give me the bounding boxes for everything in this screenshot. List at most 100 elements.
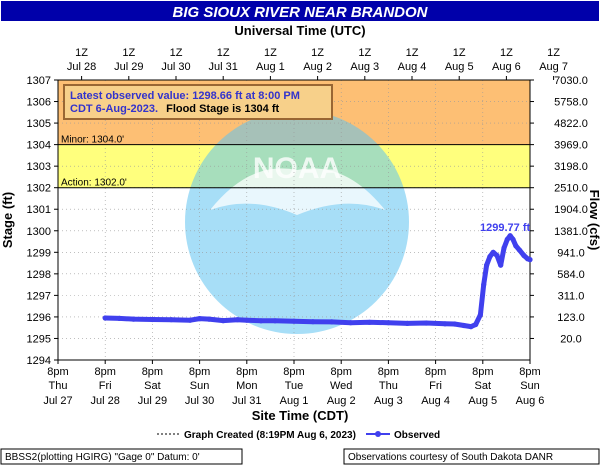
observed-point (116, 315, 122, 321)
bottom-tick-day: Tue (285, 380, 304, 392)
observed-point (451, 321, 458, 327)
observed-point (504, 236, 510, 242)
noaa-watermark-text: NOAA (253, 152, 341, 185)
y-tick-label: 1297 (27, 290, 51, 302)
bottom-tick-date: Aug 5 (468, 395, 497, 407)
info-box-line2: CDT 6-Aug-2023. Flood Stage is 1304 ft (70, 103, 280, 115)
y-tick-label: 1299 (27, 247, 51, 259)
observed-point (468, 324, 474, 330)
stage-axis-ticks: 1294 1295 1296 1297 1298 1299 1300 1301 1302 1303… (27, 75, 58, 367)
peak-value-label: 1299.77 ft (480, 222, 530, 234)
observed-point (498, 262, 504, 268)
site-time-axis-ticks: 8pm Thu Jul 27 8pm Fri Jul 28 8pm Sat Jul 29 8pm S… (43, 360, 544, 407)
y-tick-label: 1296 (27, 312, 51, 324)
latest-observation-box: Latest observed value: 1298.66 ft at 8:0… (63, 84, 333, 120)
bottom-tick-day: Wed (330, 380, 352, 392)
bottom-tick-time: 8pm (283, 366, 304, 378)
top-tick-date: Jul 29 (114, 61, 143, 73)
observed-point (473, 321, 479, 328)
footer-right-text: Observations courtesy of South Dakota DA… (348, 452, 553, 463)
y2-tick-label: 584.0 (557, 269, 585, 281)
legend-graph-created: Graph Created (8:19PM Aug 6, 2023) (184, 430, 356, 441)
y-tick-label: 1300 (27, 226, 51, 238)
top-tick-hour: 1Z (453, 47, 466, 59)
bottom-tick-time: 8pm (94, 366, 115, 378)
footer-right-box (343, 448, 600, 465)
observed-point (481, 282, 487, 288)
observed-point (461, 322, 467, 329)
observed-point (442, 321, 448, 327)
observed-point (477, 312, 483, 318)
bottom-tick-day: Sat (475, 380, 492, 392)
top-tick-date: Jul 28 (67, 61, 96, 73)
legend-observed: Observed (394, 430, 440, 441)
top-axis-title: Universal Time (UTC) (234, 23, 365, 38)
observed-point (272, 318, 278, 324)
bottom-tick-day: Fri (429, 380, 442, 392)
bottom-tick-time: 8pm (378, 366, 399, 378)
info-box-line2-flood: Flood Stage is 1304 ft (166, 103, 279, 115)
y-tick-label: 1305 (27, 118, 51, 130)
observed-point (490, 249, 496, 255)
y2-tick-label: 1904.0 (554, 204, 588, 216)
bottom-tick-time: 8pm (47, 366, 68, 378)
bottom-tick-date: Jul 30 (185, 395, 214, 407)
top-tick-date: Aug 2 (303, 61, 332, 73)
observed-point (527, 257, 533, 263)
bottom-tick-time: 8pm (236, 366, 257, 378)
title-bar (1, 1, 599, 21)
top-tick-date: Aug 3 (350, 61, 379, 73)
y2-axis-label: Flow (cfs) (587, 190, 600, 251)
observed-point (244, 317, 250, 323)
y2-tick-label: 2510.0 (554, 183, 588, 195)
y2-tick-label: 941.0 (557, 247, 585, 259)
top-tick-date: Aug 6 (492, 61, 521, 73)
chart-title: BIG SIOUX RIVER NEAR BRANDON (172, 4, 428, 21)
top-tick-hour: 1Z (122, 47, 135, 59)
observed-point (206, 316, 212, 322)
bottom-tick-day: Thu (49, 380, 68, 392)
observed-point (501, 245, 507, 251)
noaa-watermark-disc (185, 110, 409, 334)
top-tick-date: Aug 4 (398, 61, 427, 73)
threshold-lines: Minor: 1304.0' Action: 1302.0' (58, 135, 530, 189)
observed-series (102, 233, 533, 330)
observed-point (187, 317, 193, 323)
bottom-tick-day: Sat (144, 380, 161, 392)
top-tick-hour: 1Z (358, 47, 371, 59)
bottom-tick-day: Sun (190, 380, 210, 392)
observed-point (220, 318, 226, 324)
legend-observed-marker (375, 431, 381, 437)
flow-axis-ticks: 20.0 123.0 311.0 584.0 941.0 1381.0 1904.0 2510… (530, 75, 588, 345)
chart-legend: Graph Created (8:19PM Aug 6, 2023) Obser… (157, 430, 440, 441)
y-tick-label: 1301 (27, 204, 51, 216)
top-tick-date: Jul 30 (161, 61, 190, 73)
observed-point (234, 317, 240, 323)
top-tick-hour: 1Z (264, 47, 277, 59)
bottom-tick-date: Aug 6 (516, 395, 545, 407)
y2-tick-label: 1381.0 (554, 226, 588, 238)
observed-point (291, 318, 297, 324)
bottom-tick-time: 8pm (142, 366, 163, 378)
observed-point (102, 315, 108, 321)
observed-point (197, 316, 203, 322)
top-tick-hour: 1Z (75, 47, 88, 59)
y-tick-label: 1302 (27, 183, 51, 195)
bottom-tick-date: Aug 4 (421, 395, 450, 407)
bottom-tick-time: 8pm (189, 366, 210, 378)
y-tick-label: 1295 (27, 333, 51, 345)
y-tick-label: 1303 (27, 161, 51, 173)
top-tick-hour: 1Z (170, 47, 183, 59)
observed-point (487, 254, 493, 260)
bottom-tick-time: 8pm (330, 366, 351, 378)
bottom-tick-date: Jul 27 (43, 395, 72, 407)
bottom-tick-day: Fri (99, 380, 112, 392)
observed-point (517, 247, 523, 253)
top-tick-hour: 1Z (406, 47, 419, 59)
y2-tick-label: 5758.0 (554, 97, 588, 109)
observed-point (366, 319, 373, 325)
bottom-tick-time: 8pm (425, 366, 446, 378)
observed-point (404, 320, 410, 326)
footer-left-box (0, 448, 243, 465)
